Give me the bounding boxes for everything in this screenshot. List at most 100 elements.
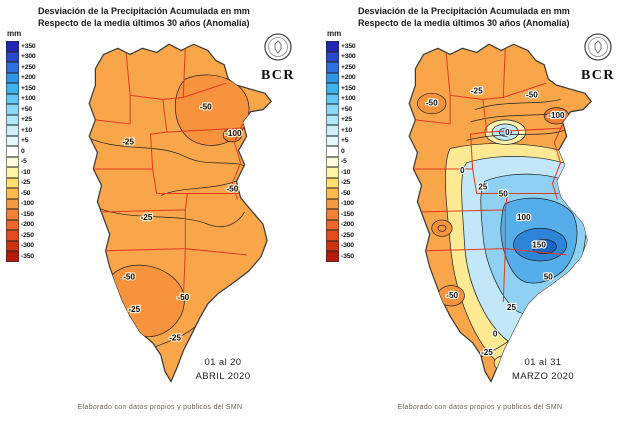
legend-row: +300 bbox=[326, 51, 356, 62]
legend-row: +5 bbox=[6, 135, 36, 146]
legend-label: +50 bbox=[21, 105, 32, 113]
legend-label: +25 bbox=[21, 116, 32, 124]
contour-label: 50 bbox=[499, 190, 509, 199]
contour-label: 25 bbox=[507, 303, 517, 312]
legend-row: +10 bbox=[6, 125, 36, 136]
legend-swatch bbox=[326, 177, 339, 188]
panel-abril: Desviación de la Precipitación Acumulada… bbox=[6, 6, 296, 411]
legend-row: +100 bbox=[326, 93, 356, 104]
legend-label: +10 bbox=[21, 126, 32, 134]
legend-label: -150 bbox=[341, 210, 354, 218]
legend-swatch bbox=[326, 51, 339, 62]
legend-swatch bbox=[6, 240, 19, 251]
legend-swatch bbox=[326, 41, 339, 52]
legend-label: +250 bbox=[21, 63, 36, 71]
legend-swatch bbox=[326, 188, 339, 199]
legend-label: +350 bbox=[21, 42, 36, 50]
legend-row: -25 bbox=[6, 177, 36, 188]
legend-swatch bbox=[6, 135, 19, 146]
legend-row: +350 bbox=[326, 41, 356, 52]
title-line1: Desviación de la Precipitación Acumulada… bbox=[38, 6, 250, 16]
contour-label: -25 bbox=[128, 305, 140, 314]
legend-swatch bbox=[6, 62, 19, 73]
legend-label: -5 bbox=[341, 158, 347, 166]
legend-swatch bbox=[6, 251, 19, 262]
legend-row: +50 bbox=[326, 104, 356, 115]
period-month: MARZO 2020 bbox=[511, 371, 575, 383]
contour-label: 50 bbox=[544, 272, 554, 281]
legend-swatch bbox=[6, 146, 19, 157]
anomaly-map-marzo: -50 -25 -100 -50 0 0 25 50 100 150 50 25… bbox=[408, 43, 593, 383]
source-note: Elaborado con datos propios y publicos d… bbox=[397, 404, 563, 411]
legend-label: +150 bbox=[21, 84, 36, 92]
legend-label: -50 bbox=[21, 189, 31, 197]
legend-label: +50 bbox=[341, 105, 352, 113]
period-label: 01 al 20 ABRIL 2020 bbox=[150, 356, 296, 385]
legend-swatch bbox=[6, 125, 19, 136]
legend-row: -10 bbox=[6, 167, 36, 178]
legend-row: +250 bbox=[326, 62, 356, 73]
map-title: Desviación de la Precipitación Acumulada… bbox=[358, 6, 570, 29]
legend-row: +100 bbox=[6, 93, 36, 104]
contour-label: 0 bbox=[505, 128, 510, 137]
legend-swatch bbox=[6, 83, 19, 94]
contour-label: -50 bbox=[446, 291, 458, 300]
bcr-seal-icon bbox=[264, 33, 292, 61]
legend-label: +300 bbox=[21, 53, 36, 61]
legend-label: -300 bbox=[21, 242, 34, 250]
legend-label: -100 bbox=[21, 200, 34, 208]
color-scale-legend: +350 +300 +250 +200 +150 +100 bbox=[326, 41, 356, 262]
legend-swatch bbox=[326, 135, 339, 146]
legend-label: -200 bbox=[341, 221, 354, 229]
legend-row: -10 bbox=[326, 167, 356, 178]
legend-row: -200 bbox=[326, 219, 356, 230]
legend-row: -25 bbox=[326, 177, 356, 188]
legend-row: -5 bbox=[326, 156, 356, 167]
legend-label: +100 bbox=[21, 95, 36, 103]
legend-row: +10 bbox=[326, 125, 356, 136]
contour-labels: -25 -50 -100 -50 -25 -50 -25 -50 -25 bbox=[121, 101, 243, 343]
legend-label: -200 bbox=[21, 221, 34, 229]
contour-label: 150 bbox=[532, 241, 546, 250]
legend-swatch bbox=[326, 240, 339, 251]
period-range: 01 al 20 bbox=[204, 357, 242, 368]
legend-row: +200 bbox=[6, 72, 36, 83]
legend-swatch bbox=[326, 167, 339, 178]
legend-row: +50 bbox=[6, 104, 36, 115]
contour-label: -50 bbox=[123, 272, 135, 281]
contour-label: 100 bbox=[517, 213, 531, 222]
legend-label: +300 bbox=[341, 53, 356, 61]
legend-swatch bbox=[6, 72, 19, 83]
legend-label: 0 bbox=[21, 147, 25, 155]
contour-label: -25 bbox=[141, 213, 153, 222]
contour-label: -50 bbox=[426, 99, 438, 108]
legend-row: 0 bbox=[326, 146, 356, 157]
contour-label: -25 bbox=[169, 334, 181, 343]
legend-row: -300 bbox=[6, 240, 36, 251]
contour-label: -25 bbox=[481, 348, 493, 357]
legend-row: -250 bbox=[6, 230, 36, 241]
legend-label: -50 bbox=[341, 189, 351, 197]
bcr-logo: BCR bbox=[570, 32, 626, 84]
bcr-wordmark: BCR bbox=[260, 68, 296, 83]
legend-label: -10 bbox=[21, 168, 31, 176]
legend-label: +200 bbox=[21, 74, 36, 82]
legend-row: +250 bbox=[6, 62, 36, 73]
legend-row: -5 bbox=[6, 156, 36, 167]
contour-label: -50 bbox=[526, 90, 538, 99]
legend-swatch bbox=[6, 156, 19, 167]
bcr-seal-icon bbox=[584, 33, 612, 61]
panel-marzo: Desviación de la Precipitación Acumulada… bbox=[320, 0, 640, 424]
legend-swatch bbox=[326, 230, 339, 241]
legend-label: +350 bbox=[341, 42, 356, 50]
contour-label: -50 bbox=[226, 184, 238, 193]
legend-swatch bbox=[6, 41, 19, 52]
contour-label: -100 bbox=[548, 111, 565, 120]
legend-row: +350 bbox=[6, 41, 36, 52]
legend-swatch bbox=[6, 51, 19, 62]
legend-row: +150 bbox=[6, 83, 36, 94]
contour-label: 0 bbox=[493, 330, 498, 339]
legend-swatch bbox=[6, 93, 19, 104]
legend-label: +25 bbox=[341, 116, 352, 124]
legend-label: -100 bbox=[341, 200, 354, 208]
